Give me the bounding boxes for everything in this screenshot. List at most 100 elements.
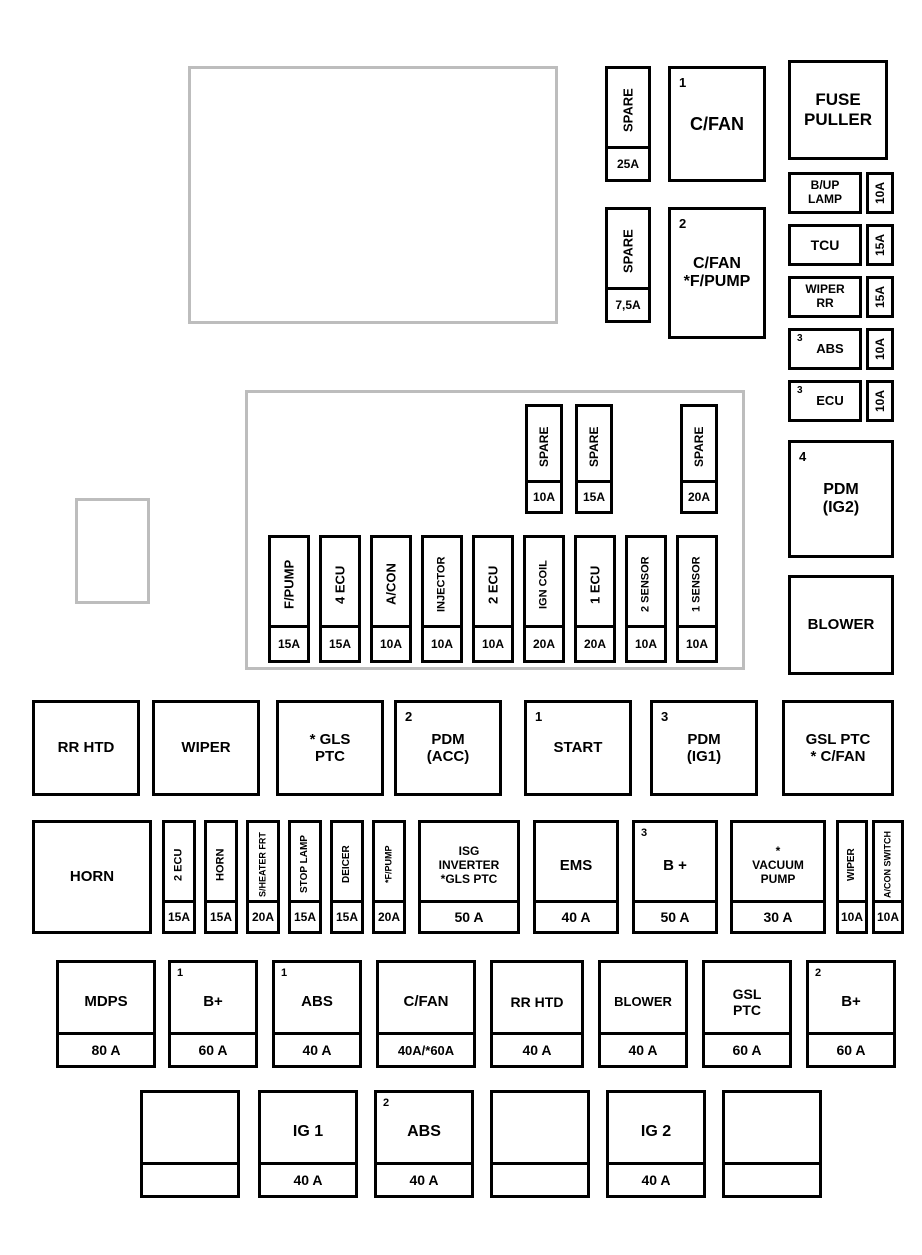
fuse-deicer: DEICER15A — [330, 820, 364, 934]
block-label: BLOWER — [791, 578, 891, 672]
fuse-amp: 10A — [869, 383, 891, 419]
fuse-label: BLOWER — [601, 963, 685, 1041]
block-horn: HORN — [32, 820, 152, 934]
fuse-ecu-4: 4 ECU15A — [319, 535, 361, 663]
block-rr-htd: RR HTD — [32, 700, 140, 796]
block-pdm-ig1: 3PDM (IG1) — [650, 700, 758, 796]
fuse-rr-htd-c: RR HTD40 A — [490, 960, 584, 1068]
fuse-spare-20a: SPARE20A — [680, 404, 718, 514]
fuse-wiper-rr: WIPER RR — [788, 276, 862, 318]
fuse-label — [493, 1093, 587, 1171]
fuse-cfan: C/FAN40A/*60A — [376, 960, 476, 1068]
fuse-b-plus-2: 2B+60 A — [806, 960, 896, 1068]
fuse-amp: 40 A — [609, 1162, 703, 1195]
fuse-label: SPARE — [528, 407, 560, 486]
fuse-label: A/CON SWITCH — [875, 823, 901, 906]
block-cfan-2: 2C/FAN *F/PUMP — [668, 207, 766, 339]
fuse-label: IG 1 — [261, 1093, 355, 1171]
fuse-wiper-s: WIPER10A — [836, 820, 868, 934]
fuse-label: 2 ECU — [165, 823, 193, 906]
fuse-amp: 20A — [249, 900, 277, 931]
fuse-amp — [493, 1162, 587, 1195]
fuse-tcu: TCU — [788, 224, 862, 266]
fuse-label: INJECTOR — [424, 538, 460, 631]
fuse-amp: 10A — [475, 625, 511, 660]
fuse-amp: 15A — [291, 900, 319, 931]
block-label: RR HTD — [35, 703, 137, 793]
fuse-label: MDPS — [59, 963, 153, 1041]
fuse-amp: 50 A — [635, 900, 715, 931]
fuse-label: 1 SENSOR — [679, 538, 715, 631]
fuse-amp: 40 A — [601, 1032, 685, 1065]
fuse-label: WIPER RR — [791, 279, 859, 315]
fuse-gsl-ptc-c: GSL PTC60 A — [702, 960, 792, 1068]
fuse-amp: 15A — [869, 227, 891, 263]
fuse-amp: 20A — [526, 625, 562, 660]
block-cfan-1: 1C/FAN — [668, 66, 766, 182]
fuse-fpump: F/PUMP15A — [268, 535, 310, 663]
fuse-bup-lamp: B/UP LAMP — [788, 172, 862, 214]
fuse-label: C/FAN — [379, 963, 473, 1041]
fuse-d-empty-1 — [140, 1090, 240, 1198]
block-pdm-ig2: 4PDM (IG2) — [788, 440, 894, 558]
fuse-amp: 80 A — [59, 1032, 153, 1065]
block-label: WIPER — [155, 703, 257, 793]
fuse-ecu-2b: 2 ECU15A — [162, 820, 196, 934]
fuse-amp: 40 A — [493, 1032, 581, 1065]
block-label: PDM (ACC) — [397, 703, 499, 793]
block-label: FUSE PULLER — [791, 63, 885, 157]
fuse-abs-3: 3ABS — [788, 328, 862, 370]
fuse-amp: 10A — [869, 331, 891, 367]
fuse-spare-10a: SPARE10A — [525, 404, 563, 514]
block-label: START — [527, 703, 629, 793]
block-wiper: WIPER — [152, 700, 260, 796]
fuse-label: SPARE — [608, 210, 648, 293]
fuse-injector: INJECTOR10A — [421, 535, 463, 663]
fuse-label: * VACUUM PUMP — [733, 823, 823, 909]
fuse-abs-2: 2ABS40 A — [374, 1090, 474, 1198]
fuse-label: *F/PUMP — [375, 823, 403, 906]
fuse-label: WIPER — [839, 823, 865, 906]
fuse-label: SPARE — [578, 407, 610, 486]
fuse-ecu-1: 1 ECU20A — [574, 535, 616, 663]
block-blower: BLOWER — [788, 575, 894, 675]
fuse-sensor-1: 1 SENSOR10A — [676, 535, 718, 663]
fuse-amp: 15A — [333, 900, 361, 931]
block-pdm-acc: 2PDM (ACC) — [394, 700, 502, 796]
fuse-label: 2 SENSOR — [628, 538, 664, 631]
fuse-b-plus-1: 1B+60 A — [168, 960, 258, 1068]
fuse-sensor-2: 2 SENSOR10A — [625, 535, 667, 663]
fuse-label: 2 ECU — [475, 538, 511, 631]
fuse-label: ABS — [275, 963, 359, 1041]
fuse-mdps: MDPS80 A — [56, 960, 156, 1068]
fuse-label: S/HEATER FRT — [249, 823, 277, 906]
fuse-amp: 40A/*60A — [379, 1032, 473, 1065]
fuse-label: B+ — [809, 963, 893, 1041]
fuse-label: ABS — [791, 331, 859, 367]
fuse-d-empty-3 — [722, 1090, 822, 1198]
fuse-amp: 15A — [271, 625, 307, 660]
fuse-label: 1 ECU — [577, 538, 613, 631]
fuse-label: STOP LAMP — [291, 823, 319, 906]
fuse-amp: 15A — [869, 279, 891, 315]
fuse-label: A/CON — [373, 538, 409, 631]
fuse-label: DEICER — [333, 823, 361, 906]
block-gsl-ptc-cfan: GSL PTC * C/FAN — [782, 700, 894, 796]
fuse-box-diagram: { "colors":{"bg":"#ffffff","line":"#0000… — [0, 0, 922, 1255]
fuse-ign-coil: IGN COIL20A — [523, 535, 565, 663]
fuse-tcu-amp: 15A — [866, 224, 894, 266]
fuse-stop-lamp: STOP LAMP15A — [288, 820, 322, 934]
fuse-amp: 15A — [578, 480, 610, 511]
fuse-amp: 10A — [373, 625, 409, 660]
fuse-ig1: IG 140 A — [258, 1090, 358, 1198]
fuse-amp: 20A — [577, 625, 613, 660]
fuse-amp: 15A — [207, 900, 235, 931]
small-empty — [75, 498, 150, 604]
fuse-amp: 10A — [869, 175, 891, 211]
fuse-label: ABS — [377, 1093, 471, 1171]
fuse-label: SPARE — [608, 69, 648, 152]
fuse-amp: 10A — [528, 480, 560, 511]
fuse-vacuum: * VACUUM PUMP30 A — [730, 820, 826, 934]
fuse-amp: 10A — [679, 625, 715, 660]
fuse-fpump-s: *F/PUMP20A — [372, 820, 406, 934]
